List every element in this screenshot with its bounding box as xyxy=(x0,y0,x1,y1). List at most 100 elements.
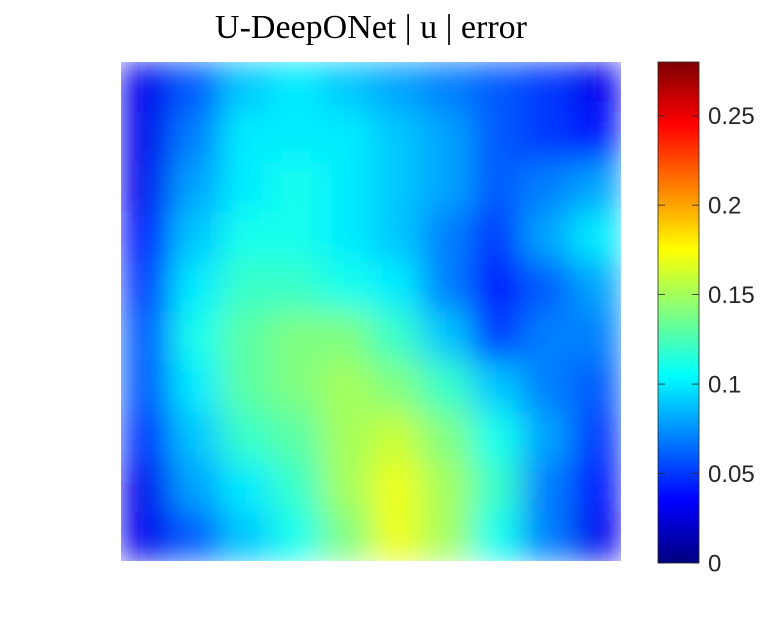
heatmap-cell xyxy=(521,211,572,263)
heatmap-cell xyxy=(321,261,372,312)
heatmap-cell xyxy=(171,111,222,163)
heatmap-cell xyxy=(471,161,522,213)
heatmap-cell xyxy=(571,111,621,163)
heatmap-cell xyxy=(521,361,572,412)
heatmap-cell xyxy=(271,311,322,362)
heatmap-cell xyxy=(521,461,572,512)
heatmap-cell xyxy=(471,461,522,512)
heatmap-cell xyxy=(121,111,172,163)
heatmap-cell xyxy=(171,461,222,512)
heatmap-cell xyxy=(421,62,472,113)
heatmap-cell xyxy=(221,311,272,362)
heatmap-cell xyxy=(421,361,472,412)
heatmap-cell xyxy=(571,211,621,263)
heatmap-cell xyxy=(471,311,522,362)
heatmap-cell xyxy=(421,311,472,362)
heatmap-cell xyxy=(221,211,272,263)
heatmap-cell xyxy=(121,311,172,362)
heatmap-cell xyxy=(221,511,272,561)
colorbar-tick-label: 0.1 xyxy=(708,371,741,398)
heatmap-cell xyxy=(371,161,422,213)
heatmap-cell xyxy=(321,211,372,263)
heatmap-cell xyxy=(571,161,621,213)
heatmap-cell xyxy=(371,211,422,263)
colorbar xyxy=(657,61,700,564)
heatmap-cell xyxy=(521,111,572,163)
heatmap-cell xyxy=(571,62,621,113)
heatmap-cell xyxy=(321,62,372,113)
heatmap-cell xyxy=(321,311,372,362)
heatmap-cell xyxy=(521,411,572,462)
heatmap-cell xyxy=(271,261,322,312)
heatmap-cell xyxy=(371,111,422,163)
heatmap-cell xyxy=(321,361,372,412)
colorbar-tick-label: 0.2 xyxy=(708,192,741,219)
heatmap-cell xyxy=(421,411,472,462)
heatmap-cell xyxy=(121,161,172,213)
colorbar-tick-label: 0.15 xyxy=(708,282,755,309)
heatmap-cell xyxy=(371,62,422,113)
heatmap-cell xyxy=(271,161,322,213)
heatmap-cell xyxy=(221,62,272,113)
heatmap-cell xyxy=(171,511,222,561)
heatmap-cell xyxy=(271,511,322,561)
heatmap-cell xyxy=(121,62,172,113)
heatmap-cell xyxy=(471,511,522,561)
chart-title: U-DeepONet | u | error xyxy=(215,9,528,46)
heatmap-cell xyxy=(421,161,472,213)
heatmap-cell xyxy=(171,411,222,462)
heatmap-cell xyxy=(521,511,572,561)
heatmap-cell xyxy=(171,161,222,213)
heatmap-cell xyxy=(371,261,422,312)
heatmap-cell xyxy=(271,62,322,113)
heatmap-cell xyxy=(371,511,422,561)
heatmap-cell xyxy=(471,361,522,412)
heatmap-cell xyxy=(221,461,272,512)
heatmap-cell xyxy=(221,161,272,213)
heatmap-cell xyxy=(371,361,422,412)
heatmap-cell xyxy=(521,62,572,113)
heatmap-cell xyxy=(271,111,322,163)
heatmap-cell xyxy=(421,261,472,312)
heatmap-cell xyxy=(471,261,522,312)
heatmap-cell xyxy=(171,261,222,312)
heatmap-cell xyxy=(321,411,372,462)
heatmap-cell xyxy=(121,211,172,263)
heatmap-cell xyxy=(471,211,522,263)
plot-area xyxy=(121,62,621,561)
heatmap-cell xyxy=(171,311,222,362)
heatmap-cell xyxy=(421,111,472,163)
heatmap-cell xyxy=(321,161,372,213)
heatmap-cell xyxy=(571,411,621,462)
heatmap-cell xyxy=(471,111,522,163)
heatmap-cell xyxy=(521,311,572,362)
heatmap-cell xyxy=(421,511,472,561)
heatmap-cell xyxy=(571,511,621,561)
heatmap-cell xyxy=(571,261,621,312)
heatmap-cells xyxy=(121,62,621,561)
heatmap-cell xyxy=(471,62,522,113)
heatmap-cell xyxy=(271,361,322,412)
heatmap-cell xyxy=(121,411,172,462)
heatmap-cell xyxy=(121,361,172,412)
heatmap-cell xyxy=(571,461,621,512)
heatmap-cell xyxy=(171,62,222,113)
heatmap-cell xyxy=(521,261,572,312)
heatmap-cell xyxy=(221,411,272,462)
heatmap-cell xyxy=(471,411,522,462)
heatmap-cell xyxy=(371,311,422,362)
heatmap-cell xyxy=(221,111,272,163)
heatmap-cell xyxy=(421,211,472,263)
heatmap-cell xyxy=(321,111,372,163)
heatmap-cell xyxy=(121,261,172,312)
heatmap-cell xyxy=(121,511,172,561)
heatmap-cell xyxy=(571,311,621,362)
heatmap-cell xyxy=(371,461,422,512)
heatmap-cell xyxy=(221,361,272,412)
colorbar-tick-label: 0.05 xyxy=(708,461,755,488)
heatmap-cell xyxy=(121,461,172,512)
heatmap-cell xyxy=(171,361,222,412)
colorbar-tick-label: 0 xyxy=(708,550,721,577)
